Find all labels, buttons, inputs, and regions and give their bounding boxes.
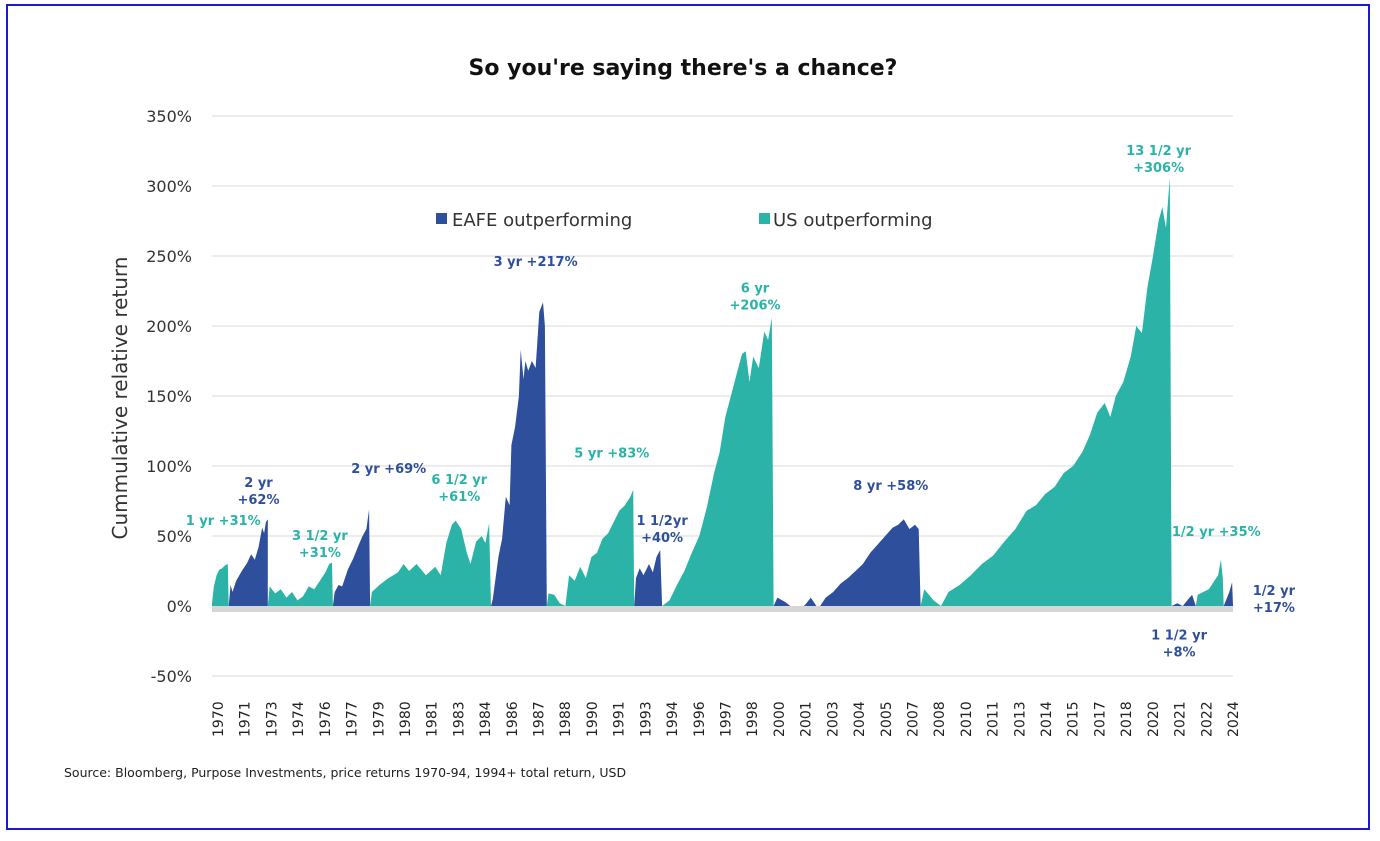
x-tick-label: 1994 — [665, 701, 681, 737]
x-tick-label: 2024 — [1226, 701, 1242, 737]
us-outperforming-area — [546, 489, 635, 606]
x-axis-ticks: 1970 1971 1973 1974 1976 1977 1979 1980 1981 1983… — [211, 701, 1242, 737]
x-tick-label: 2014 — [1039, 701, 1055, 737]
annotation-label: 2 yr +69% — [351, 462, 426, 477]
y-tick-label: 350% — [146, 107, 192, 126]
eafe-outperforming-area — [1171, 594, 1196, 606]
chart-title: So you're saying there's a chance? — [469, 56, 898, 81]
y-axis-label: Cummulative relative return — [108, 257, 132, 540]
x-tick-label: 2017 — [1092, 701, 1108, 737]
y-tick-label: 150% — [146, 387, 192, 406]
x-tick-label: 1998 — [745, 701, 761, 737]
annotation-label: 2 yr +62% — [237, 476, 279, 508]
x-tick-label: 1973 — [264, 701, 280, 737]
annotation-label: 1 1/2yr +40% — [636, 514, 688, 546]
source-note: Source: Bloomberg, Purpose Investments, … — [64, 765, 626, 780]
x-tick-label: 1986 — [505, 701, 521, 737]
x-tick-label: 1991 — [612, 701, 628, 737]
y-tick-label: 100% — [146, 457, 192, 476]
us-outperforming-area — [212, 564, 229, 606]
y-tick-label: 300% — [146, 177, 192, 196]
annotation-label: 3 1/2 yr +31% — [292, 529, 348, 561]
us-outperforming-area — [920, 177, 1172, 606]
annotation-label: 13 1/2 yr +306% — [1126, 144, 1191, 176]
annotation-label: 6 1/2 yr +61% — [431, 473, 487, 505]
legend: EAFE outperforming US outperforming — [436, 210, 933, 231]
eafe-outperforming-area — [491, 302, 547, 606]
chart-frame — [6, 4, 1370, 830]
x-tick-label: 2004 — [852, 701, 868, 737]
y-axis-ticks: -50% 0% 50% 100% 150% 200% 250% 300% 350% — [146, 107, 192, 686]
legend-swatch-us — [759, 213, 770, 224]
annotation-label: 1/2 yr +17% — [1253, 584, 1296, 616]
us-outperforming-area — [1195, 559, 1224, 606]
x-tick-label: 2005 — [879, 701, 895, 737]
x-tick-label: 1983 — [451, 701, 467, 737]
eafe-outperforming-area — [228, 519, 268, 606]
x-tick-label: 1990 — [585, 701, 601, 737]
x-tick-label: 2013 — [1012, 701, 1028, 737]
annotation-label: 1 yr +31% — [186, 514, 261, 529]
x-tick-label: 1979 — [371, 701, 387, 737]
x-tick-label: 2010 — [959, 701, 975, 737]
y-tick-label: 250% — [146, 247, 192, 266]
annotation-label: 1 1/2 yr +8% — [1151, 629, 1207, 661]
legend-swatch-eafe — [436, 213, 447, 224]
x-tick-label: 2001 — [799, 701, 815, 737]
x-tick-label: 2003 — [825, 701, 841, 737]
x-tick-label: 2000 — [772, 701, 788, 737]
x-tick-label: 2022 — [1199, 701, 1215, 737]
annotation-label: 8 yr +58% — [853, 479, 928, 494]
us-outperforming-area — [267, 562, 333, 606]
legend-label-us: US outperforming — [773, 210, 933, 231]
x-tick-label: 2018 — [1119, 701, 1135, 737]
us-outperforming-area — [662, 317, 774, 606]
eafe-outperforming-area — [1223, 582, 1233, 606]
y-tick-label: 50% — [156, 527, 192, 546]
x-tick-label: 2021 — [1173, 701, 1189, 737]
annotation-label: 3 yr +217% — [494, 255, 578, 270]
annotations: 1 yr +31% 2 yr +62% 3 1/2 yr +31% 2 yr +69% 6 … — [186, 144, 1296, 660]
annotation-label: 6 yr +206% — [729, 281, 780, 313]
x-tick-label: 2011 — [986, 701, 1002, 737]
x-tick-label: 1981 — [425, 701, 441, 737]
x-tick-label: 2008 — [932, 701, 948, 737]
legend-label-eafe: EAFE outperforming — [452, 210, 632, 231]
x-tick-label: 1980 — [398, 701, 414, 737]
annotation-label: 5 yr +83% — [574, 447, 649, 462]
zero-band — [212, 606, 1233, 612]
x-tick-label: 1984 — [478, 701, 494, 737]
x-tick-label: 1997 — [719, 701, 735, 737]
eafe-outperforming-area — [332, 509, 371, 606]
y-tick-label: 0% — [167, 597, 192, 616]
x-tick-label: 1996 — [692, 701, 708, 737]
us-outperforming-area — [370, 520, 491, 606]
x-tick-label: 1971 — [238, 701, 254, 737]
areas — [212, 177, 1233, 612]
x-tick-label: 1977 — [345, 701, 361, 737]
x-tick-label: 1976 — [318, 701, 334, 737]
x-tick-label: 2007 — [906, 701, 922, 737]
x-tick-label: 1988 — [558, 701, 574, 737]
annotation-label: 1/2 yr +35% — [1172, 525, 1261, 540]
x-tick-label: 2020 — [1146, 701, 1162, 737]
x-tick-label: 1987 — [532, 701, 548, 737]
eafe-outperforming-area — [634, 550, 663, 606]
x-tick-label: 1993 — [638, 701, 654, 737]
y-tick-label: -50% — [151, 667, 192, 686]
zero-axis-band — [212, 606, 1233, 612]
x-tick-label: 1970 — [211, 701, 227, 737]
eafe-outperforming-area — [820, 519, 921, 606]
x-tick-label: 1974 — [291, 701, 307, 737]
y-tick-label: 200% — [146, 317, 192, 336]
x-tick-label: 2015 — [1066, 701, 1082, 737]
